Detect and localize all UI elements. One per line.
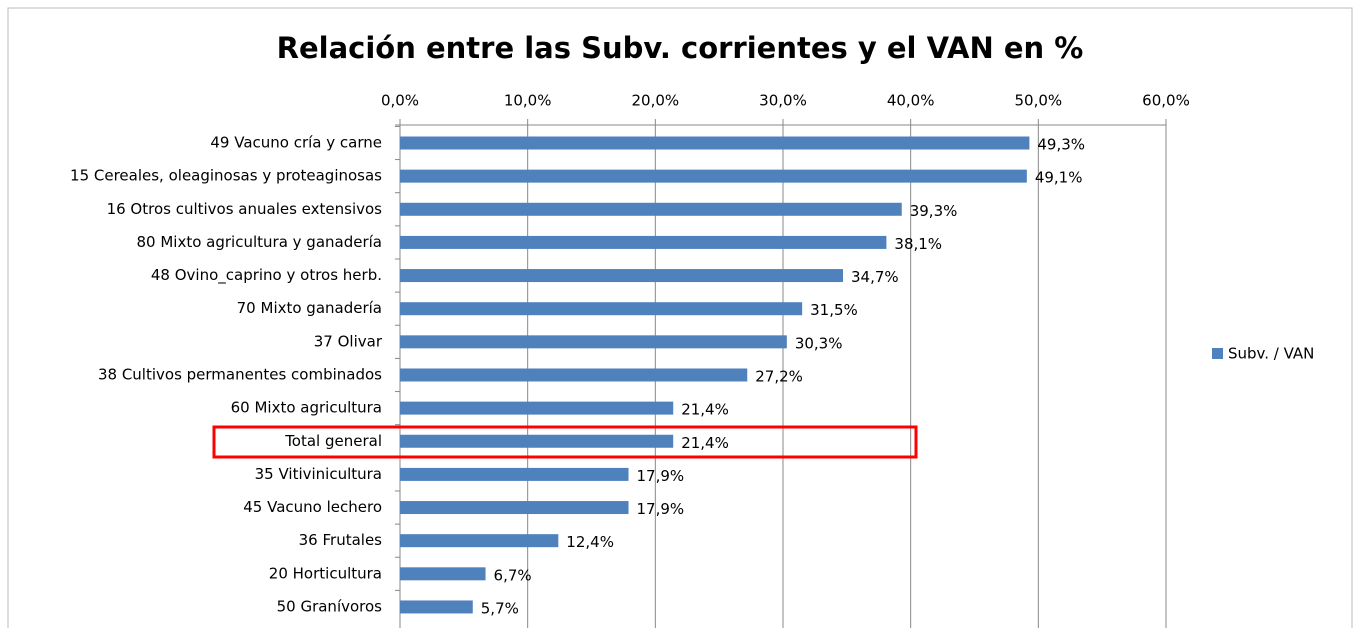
bar	[400, 434, 674, 448]
x-tick-label: 30,0%	[759, 92, 807, 110]
legend-swatch	[1212, 348, 1223, 359]
data-label: 21,4%	[681, 434, 729, 452]
x-tick-label: 60,0%	[1142, 92, 1190, 110]
data-label: 6,7%	[494, 566, 532, 584]
y-tick-label: 48 Ovino_caprino y otros herb.	[151, 266, 382, 285]
data-label: 38,1%	[894, 235, 942, 253]
bar	[400, 302, 803, 316]
bar	[400, 202, 902, 216]
bar	[400, 136, 1030, 150]
bar	[400, 335, 787, 349]
y-tick-label: 60 Mixto agricultura	[231, 399, 382, 417]
y-tick-label: 49 Vacuno cría y carne	[210, 134, 382, 152]
x-tick-label: 50,0%	[1015, 92, 1063, 110]
bar	[400, 401, 674, 415]
y-tick-label: Total general	[284, 432, 382, 450]
data-label: 49,1%	[1035, 169, 1083, 187]
y-tick-label: 36 Frutales	[299, 531, 383, 549]
data-label: 5,7%	[481, 599, 519, 617]
bar	[400, 269, 844, 283]
y-tick-label: 15 Cereales, oleaginosas y proteaginosas	[70, 167, 382, 185]
bar	[400, 600, 473, 614]
bar	[400, 169, 1027, 183]
x-tick-label: 40,0%	[887, 92, 935, 110]
bar	[400, 235, 887, 249]
y-tick-label: 16 Otros cultivos anuales extensivos	[107, 200, 383, 218]
x-tick-label: 0,0%	[381, 92, 419, 110]
data-label: 17,9%	[637, 467, 685, 485]
data-label: 39,3%	[910, 202, 958, 220]
data-label: 49,3%	[1037, 136, 1085, 154]
y-tick-label: 80 Mixto agricultura y ganadería	[137, 233, 383, 251]
x-tick-label: 10,0%	[504, 92, 552, 110]
data-label: 34,7%	[851, 268, 899, 286]
y-tick-label: 38 Cultivos permanentes combinados	[98, 365, 382, 383]
data-label: 31,5%	[810, 301, 858, 319]
y-tick-label: 20 Horticultura	[269, 564, 382, 582]
y-tick-label: 37 Olivar	[314, 332, 383, 350]
chart-border	[7, 7, 1353, 628]
bar	[400, 501, 629, 515]
y-tick-label: 50 Granívoros	[277, 597, 383, 615]
bar	[400, 567, 486, 581]
data-label: 17,9%	[637, 500, 685, 518]
bar	[400, 534, 559, 548]
chart-title: Relación entre las Subv. corrientes y el…	[277, 31, 1084, 65]
y-tick-label: 35 Vitivinicultura	[255, 465, 382, 483]
highlight-box	[212, 425, 918, 459]
data-label: 12,4%	[566, 533, 614, 551]
bar	[400, 467, 629, 481]
bar	[400, 368, 748, 382]
x-tick-label: 20,0%	[632, 92, 680, 110]
y-tick-label: 70 Mixto ganadería	[237, 299, 382, 317]
data-label: 21,4%	[681, 401, 729, 419]
data-label: 27,2%	[755, 367, 803, 385]
data-label: 30,3%	[795, 334, 843, 352]
legend-label: Subv. / VAN	[1228, 345, 1314, 363]
y-tick-label: 45 Vacuno lechero	[243, 498, 382, 516]
